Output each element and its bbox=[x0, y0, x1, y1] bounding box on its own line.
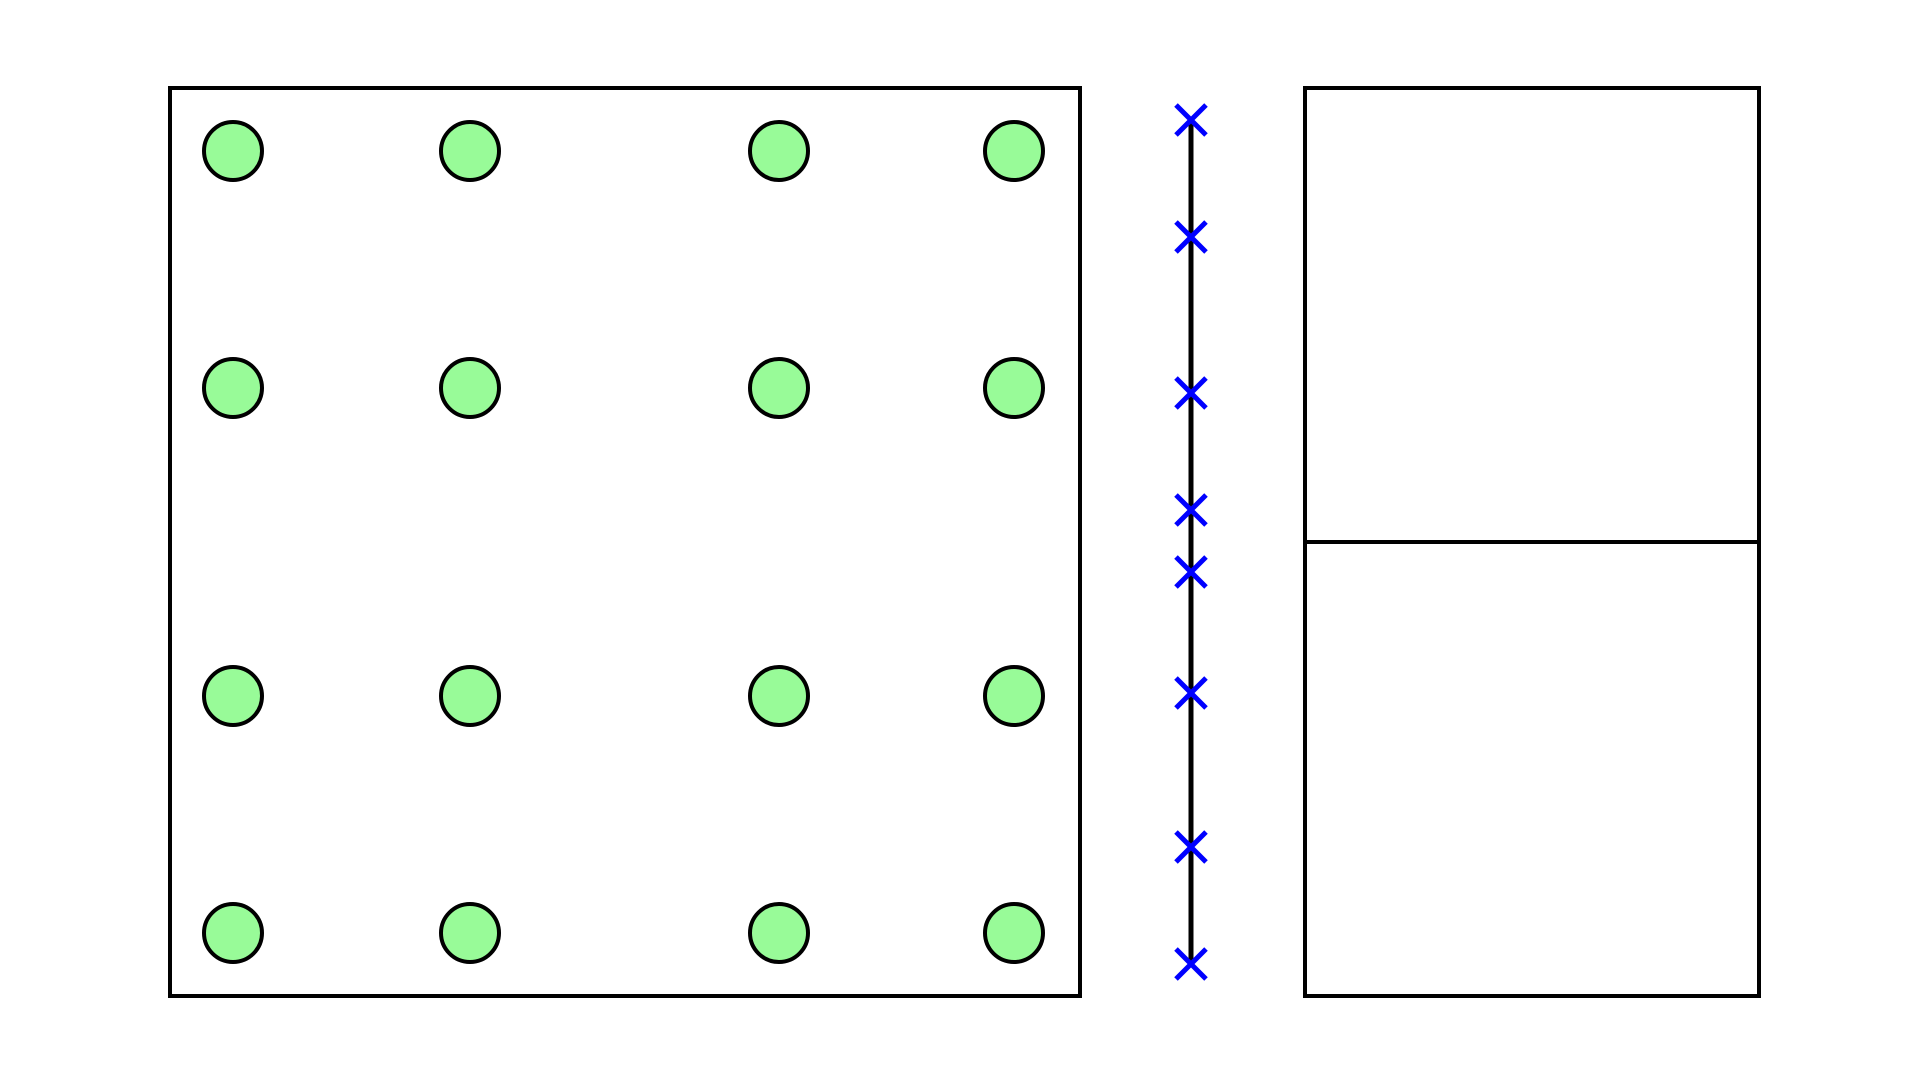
grid-point bbox=[748, 357, 810, 419]
grid-point bbox=[439, 120, 501, 182]
grid-point bbox=[748, 665, 810, 727]
grid-point bbox=[983, 902, 1045, 964]
grid-point bbox=[439, 357, 501, 419]
x-marker bbox=[1174, 493, 1208, 527]
grid-point bbox=[202, 357, 264, 419]
grid-point bbox=[983, 357, 1045, 419]
grid-point bbox=[748, 902, 810, 964]
x-marker bbox=[1174, 555, 1208, 589]
grid-panel bbox=[168, 86, 1082, 998]
x-marker bbox=[1174, 676, 1208, 710]
x-marker bbox=[1174, 947, 1208, 981]
x-marker bbox=[1174, 220, 1208, 254]
x-marker bbox=[1174, 103, 1208, 137]
split-panel bbox=[1303, 86, 1761, 998]
marker-line bbox=[1174, 103, 1208, 981]
grid-point bbox=[439, 665, 501, 727]
grid-point bbox=[202, 120, 264, 182]
grid-point bbox=[983, 120, 1045, 182]
grid-point bbox=[202, 665, 264, 727]
grid-panel-frame bbox=[168, 86, 1082, 998]
grid-point bbox=[439, 902, 501, 964]
x-marker bbox=[1174, 830, 1208, 864]
x-marker bbox=[1174, 376, 1208, 410]
grid-point bbox=[202, 902, 264, 964]
grid-point bbox=[983, 665, 1045, 727]
grid-points bbox=[202, 120, 1045, 964]
marker-points bbox=[1174, 103, 1208, 981]
grid-point bbox=[748, 120, 810, 182]
